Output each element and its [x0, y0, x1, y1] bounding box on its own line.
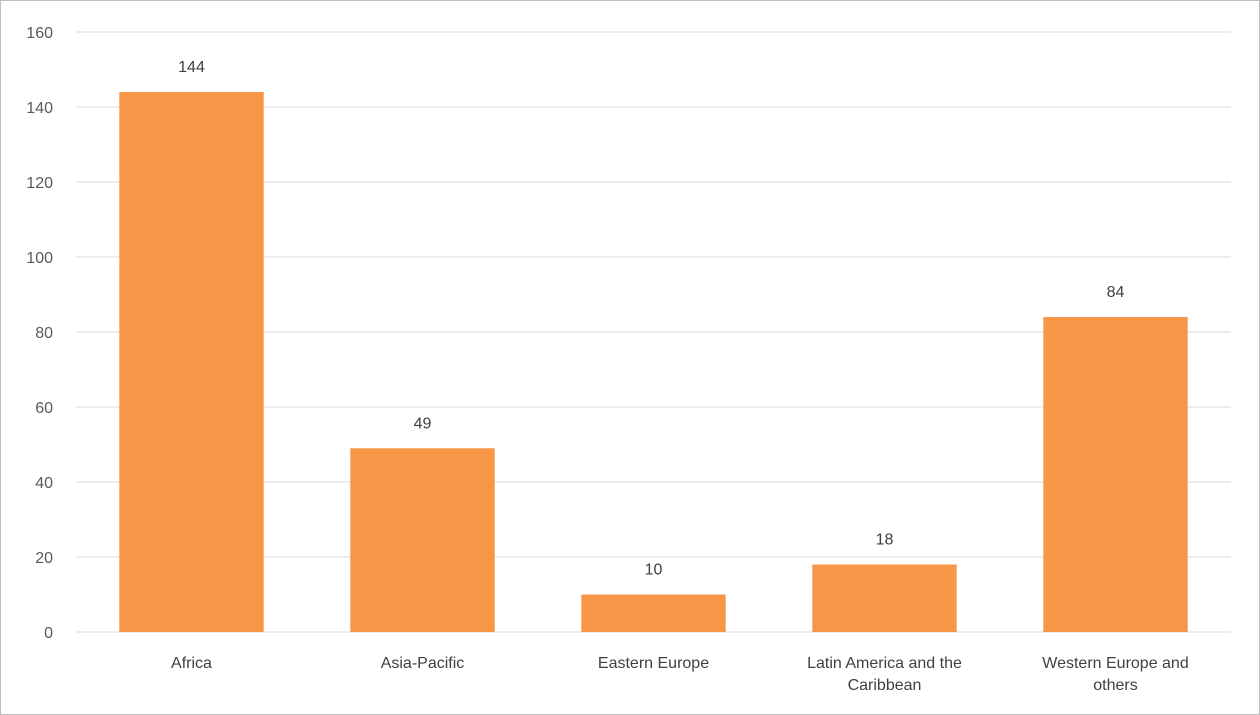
data-labels: 144 49 10 18 84: [178, 59, 1124, 579]
y-tick-label: 140: [26, 100, 53, 117]
bar: [119, 92, 264, 632]
x-tick-label: Latin America and the: [807, 655, 962, 672]
bar: [581, 594, 726, 632]
y-tick-label: 60: [35, 400, 53, 417]
data-label: 49: [414, 415, 432, 432]
y-tick-label: 40: [35, 475, 53, 492]
x-tick-label: Eastern Europe: [598, 655, 709, 672]
x-tick-label: others: [1093, 677, 1137, 694]
y-tick-label: 160: [26, 25, 53, 42]
bar: [812, 564, 957, 632]
x-tick-label: Caribbean: [848, 677, 922, 694]
data-label: 10: [645, 562, 663, 579]
y-tick-label: 0: [44, 625, 53, 642]
data-label: 144: [178, 59, 205, 76]
y-tick-label: 80: [35, 325, 53, 342]
x-axis-category-labels: Africa Asia-Pacific Eastern Europe Latin Am…: [171, 655, 1189, 694]
bar: [350, 448, 495, 632]
data-label: 18: [876, 532, 894, 549]
y-tick-label: 20: [35, 550, 53, 567]
y-tick-label: 120: [26, 175, 53, 192]
data-label: 84: [1107, 284, 1125, 301]
x-tick-label: Africa: [171, 655, 212, 672]
bar: [1043, 317, 1188, 632]
y-axis-tick-labels: 0 20 40 60 80 100 120 140 160: [26, 25, 53, 642]
bars: [119, 92, 1188, 632]
gridlines: [76, 31, 1231, 633]
x-tick-label: Western Europe and: [1042, 655, 1188, 672]
y-tick-label: 100: [26, 250, 53, 267]
x-tick-label: Asia-Pacific: [381, 655, 465, 672]
